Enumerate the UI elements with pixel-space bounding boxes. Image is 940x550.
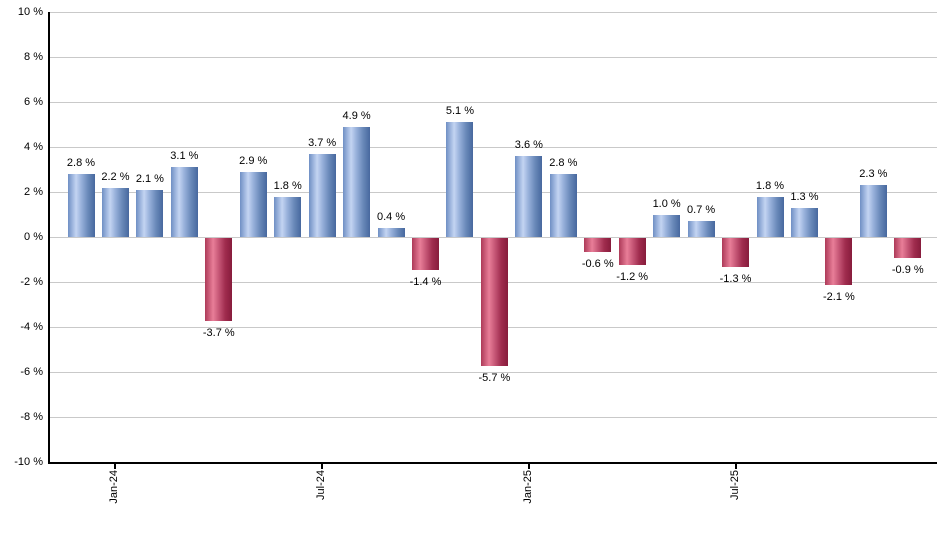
gridline: [48, 237, 937, 238]
gridline: [48, 12, 937, 13]
y-axis-tick-label: 0 %: [24, 231, 43, 243]
bar-value-label: 2.2 %: [101, 170, 130, 183]
bar-value-label: 3.1 %: [170, 150, 199, 163]
y-axis-tick-label: 4 %: [24, 141, 43, 153]
bar-positive: [515, 156, 543, 237]
bar-value-label: 1.3 %: [790, 190, 819, 203]
gridline: [48, 147, 937, 148]
bar-negative: [584, 238, 612, 252]
bar-value-label: -2.1 %: [822, 291, 855, 304]
bar-value-label: 2.1 %: [135, 172, 164, 185]
bar-positive: [239, 171, 267, 237]
bar-positive: [687, 221, 715, 237]
bar-value-label: -1.2 %: [616, 271, 649, 283]
x-axis-tick: [114, 464, 117, 469]
bar-value-label: 1.0 %: [652, 197, 681, 210]
bar-value-label: 1.8 %: [755, 179, 785, 192]
y-axis-tick-label: 2 %: [24, 186, 43, 198]
bar-value-label: 0.7 %: [687, 204, 716, 217]
gridline: [48, 192, 937, 193]
bar-value-label: 5.1 %: [445, 105, 474, 118]
bar-value-label: 2.8 %: [549, 157, 578, 169]
bar-negative: [480, 238, 508, 367]
x-axis-line: [48, 462, 937, 464]
bar-positive: [101, 187, 129, 237]
bar-positive: [756, 196, 784, 237]
gridline: [48, 372, 937, 373]
y-axis-tick-label: -8 %: [20, 411, 43, 423]
bar-negative: [205, 238, 233, 322]
bar-negative: [412, 238, 439, 270]
bar-value-label: -5.7 %: [478, 372, 511, 385]
y-axis-tick-label: 10 %: [17, 6, 43, 18]
bar-value-label: -0.6 %: [581, 257, 614, 270]
y-axis-tick-label: -10 %: [14, 456, 43, 468]
bar-value-label: -0.9 %: [891, 264, 924, 277]
bar-value-label: -1.4 %: [409, 275, 442, 288]
bar-positive: [859, 185, 887, 237]
x-axis-tick-label: Jul-24: [315, 470, 328, 500]
x-axis-tick: [734, 464, 737, 469]
x-axis-tick: [321, 464, 324, 469]
y-axis-tick-label: -2 %: [20, 276, 43, 288]
bar-value-label: 1.8 %: [273, 179, 302, 192]
bar-positive: [549, 174, 577, 237]
gridline: [48, 102, 937, 103]
bar-negative: [722, 238, 750, 268]
bar-positive: [790, 207, 818, 237]
bar-value-label: 4.9 %: [342, 109, 371, 122]
x-axis-tick-label: Jan-24: [108, 470, 121, 504]
bar-negative: [894, 238, 922, 259]
bar-positive: [653, 214, 681, 237]
y-axis-tick-label: -4 %: [20, 321, 43, 333]
bar-negative: [618, 238, 646, 265]
bar-positive: [343, 126, 371, 237]
bar-value-label: -3.7 %: [202, 327, 235, 340]
y-axis-tick-label: 8 %: [24, 51, 43, 63]
gridline: [48, 417, 937, 418]
bar-value-label: 0.4 %: [376, 211, 406, 223]
x-axis-tick: [527, 464, 530, 469]
y-axis-line: [48, 12, 50, 464]
y-axis-tick-label: 6 %: [24, 96, 43, 108]
gridline: [48, 57, 937, 58]
bar-positive: [446, 122, 474, 237]
bar-value-label: 2.8 %: [66, 157, 96, 169]
bar-negative: [825, 238, 853, 286]
bar-positive: [377, 228, 405, 237]
bar-positive: [308, 153, 336, 237]
x-axis-tick-label: Jan-25: [521, 470, 534, 504]
bar-positive: [170, 167, 198, 237]
bar-value-label: 3.7 %: [308, 136, 337, 149]
bar-value-label: 3.6 %: [514, 139, 543, 151]
x-axis-tick-label: Jul-25: [728, 470, 741, 500]
bar-value-label: 2.3 %: [859, 168, 888, 181]
bar-value-label: -1.3 %: [719, 273, 752, 286]
bar-positive: [136, 189, 164, 237]
bar-positive: [67, 174, 95, 237]
y-axis-tick-label: -6 %: [20, 366, 43, 378]
bar-positive: [274, 196, 302, 237]
bar-value-label: 2.9 %: [239, 154, 268, 167]
